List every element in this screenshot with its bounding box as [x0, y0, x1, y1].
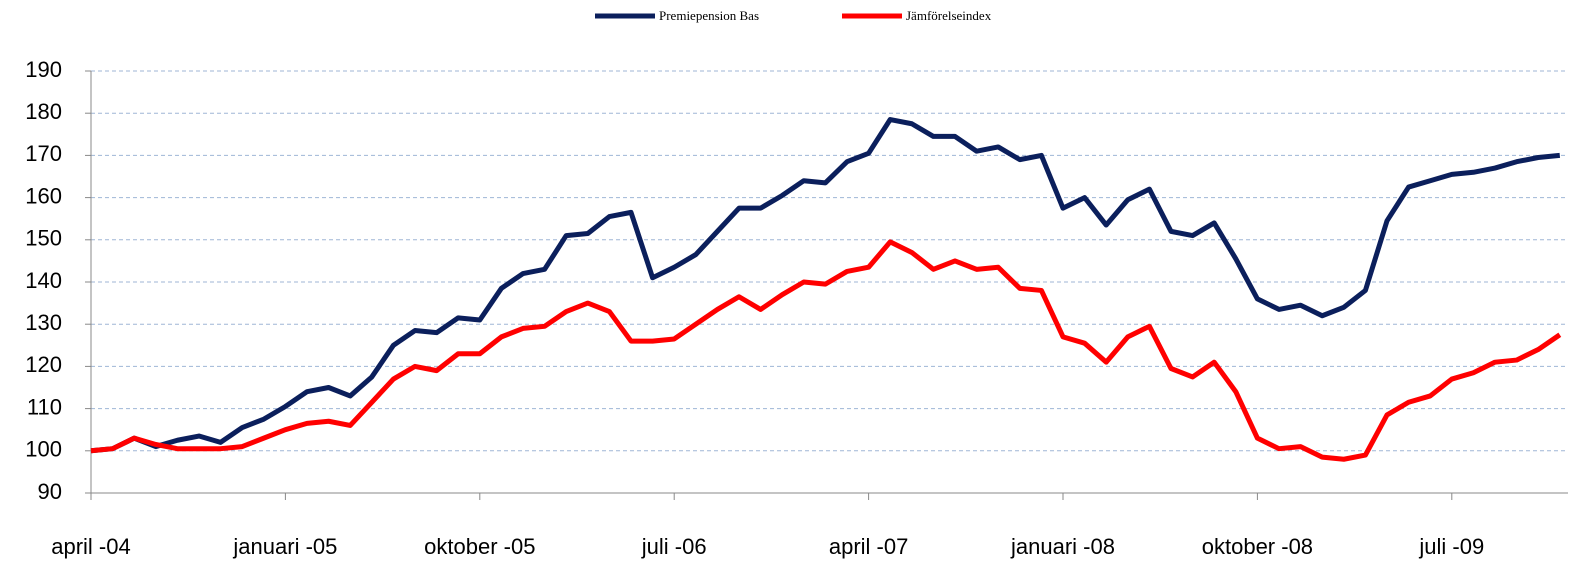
y-tick-label: 110 — [27, 394, 62, 419]
x-tick-label: oktober -08 — [1202, 534, 1313, 559]
y-tick-label: 190 — [25, 57, 62, 82]
y-tick-label: 140 — [25, 268, 62, 293]
x-tick-label: januari -08 — [1010, 534, 1115, 559]
y-tick-label: 150 — [25, 226, 62, 251]
x-tick-label: juli -06 — [641, 534, 707, 559]
y-tick-label: 170 — [25, 141, 62, 166]
y-tick-label: 100 — [25, 437, 62, 462]
line-series — [90, 239, 1562, 462]
x-tick-label: april -07 — [829, 534, 908, 559]
legend-label: Jämförelseindex — [906, 8, 992, 23]
x-tick-label: april -04 — [51, 534, 130, 559]
y-tick-label: 90 — [38, 479, 62, 504]
x-tick-label: oktober -05 — [424, 534, 535, 559]
y-tick-label: 130 — [25, 310, 62, 335]
y-tick-label: 160 — [25, 183, 62, 208]
y-tick-label: 120 — [25, 352, 62, 377]
x-tick-label: januari -05 — [232, 534, 337, 559]
y-tick-label: 180 — [25, 99, 62, 124]
line-series — [90, 117, 1561, 454]
legend-label: Premiepension Bas — [659, 8, 759, 23]
x-tick-label: juli -09 — [1418, 534, 1484, 559]
